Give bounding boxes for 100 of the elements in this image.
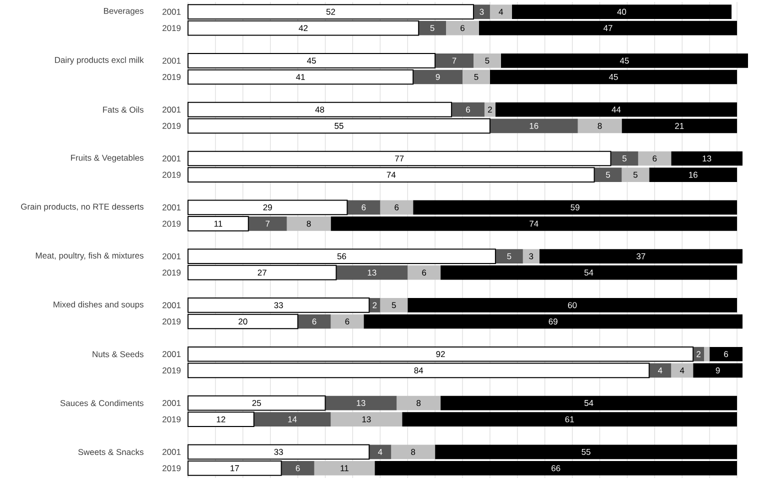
- data-label: 21: [675, 122, 684, 129]
- data-label: 2: [696, 351, 701, 358]
- y-tick-label: 2019: [162, 416, 181, 422]
- data-label: 6: [652, 156, 657, 162]
- data-label: 8: [598, 122, 602, 129]
- data-label: 5: [622, 156, 626, 162]
- data-label: 13: [356, 400, 366, 406]
- y-tick-label: 2019: [162, 465, 181, 472]
- data-label: 13: [362, 416, 371, 422]
- y-tick-label: 2001: [162, 58, 181, 64]
- data-label: 54: [584, 270, 594, 276]
- y-tick-label: 2019: [162, 172, 181, 178]
- data-label: 55: [334, 122, 344, 129]
- y-tick-label: 2001: [162, 204, 181, 210]
- data-label: 6: [394, 204, 399, 210]
- y-tick-label: 2019: [162, 367, 181, 374]
- data-label: 11: [214, 220, 222, 227]
- data-label: 8: [306, 220, 311, 227]
- data-label: 84: [414, 367, 424, 374]
- data-label: 5: [507, 253, 512, 260]
- y-tick-label: 2019: [162, 25, 181, 32]
- data-label: 69: [548, 318, 558, 324]
- data-label: 5: [485, 58, 490, 64]
- data-label: 13: [702, 156, 712, 162]
- data-label: 37: [636, 253, 646, 260]
- data-label: 9: [716, 367, 720, 374]
- data-label: 55: [582, 448, 590, 455]
- data-label: 45: [608, 74, 618, 80]
- data-label: 6: [362, 204, 366, 210]
- data-label: 7: [266, 220, 270, 227]
- y-tick-label: 2001: [162, 253, 181, 260]
- data-label: 6: [296, 465, 300, 472]
- data-label: 42: [298, 25, 308, 32]
- data-label: 4: [378, 449, 382, 455]
- data-label: 59: [570, 204, 580, 210]
- data-label: 3: [480, 8, 484, 15]
- text: Dairy products excl milk: [55, 56, 144, 65]
- text: Nuts & Seeds: [92, 350, 144, 358]
- data-label: 27: [258, 270, 266, 276]
- data-label: 29: [263, 204, 272, 210]
- text: Sauces & Condiments: [60, 400, 144, 406]
- data-label: 74: [386, 172, 396, 178]
- data-label: 77: [395, 156, 404, 162]
- data-label: 5: [633, 172, 638, 178]
- data-label: 4: [658, 367, 662, 374]
- y-tick-label: 2001: [162, 400, 181, 406]
- y-tick-label: 2001: [162, 351, 181, 358]
- data-label: 33: [274, 448, 283, 455]
- y-tick-label: 2019: [162, 220, 181, 227]
- data-label: 3: [529, 253, 534, 260]
- data-label: 14: [288, 416, 297, 422]
- y-tick-label: 2019: [162, 318, 181, 325]
- data-label: 66: [552, 465, 560, 472]
- text: Meat, poultry, fish & mixtures: [36, 252, 144, 260]
- data-label: 40: [617, 8, 626, 15]
- y-tick-label: 2001: [162, 8, 181, 15]
- y-tick-label: 2001: [162, 448, 181, 455]
- data-label: 33: [274, 302, 283, 308]
- data-label: 17: [230, 465, 239, 472]
- y-tick-label: 2001: [162, 302, 181, 308]
- text: Fats & Oils: [103, 106, 144, 113]
- text: Grain products, no RTE desserts: [21, 203, 144, 212]
- y-tick-label: 2019: [162, 122, 181, 129]
- data-label: 48: [315, 106, 324, 113]
- data-label: 9: [436, 74, 440, 80]
- data-label: 41: [296, 74, 305, 80]
- data-label: 12: [216, 416, 226, 422]
- data-label: 11: [340, 465, 348, 472]
- data-label: 20: [238, 318, 248, 324]
- data-label: 6: [422, 270, 426, 276]
- data-label: 61: [565, 416, 574, 422]
- data-label: 16: [689, 172, 698, 178]
- data-label: 6: [466, 106, 470, 113]
- data-label: 4: [680, 367, 684, 374]
- data-label: 44: [612, 106, 621, 112]
- data-label: 13: [368, 270, 376, 276]
- data-label: 47: [603, 25, 612, 31]
- data-label: 7: [452, 58, 456, 64]
- y-tick-label: 2001: [162, 106, 181, 113]
- data-label: 60: [568, 302, 577, 308]
- data-label: 5: [392, 302, 396, 308]
- data-label: 74: [530, 220, 538, 227]
- data-label: 6: [460, 25, 465, 32]
- data-label: 16: [530, 122, 538, 129]
- data-label: 5: [474, 74, 478, 80]
- data-label: 6: [345, 318, 350, 324]
- data-label: 5: [606, 172, 610, 178]
- data-label: 54: [584, 400, 594, 406]
- data-label: 6: [724, 351, 728, 358]
- y-tick-label: 2019: [162, 270, 181, 276]
- text: Sweets & Snacks: [78, 448, 144, 456]
- data-label: 8: [411, 448, 416, 455]
- data-label: 6: [312, 318, 316, 324]
- text: Fruits & Vegetables: [71, 154, 144, 162]
- data-label: 25: [252, 400, 261, 406]
- data-label: 8: [416, 400, 421, 406]
- data-label: 5: [430, 25, 434, 32]
- data-label: 4: [498, 8, 504, 15]
- data-label: 45: [307, 58, 316, 64]
- data-label: 92: [436, 351, 445, 358]
